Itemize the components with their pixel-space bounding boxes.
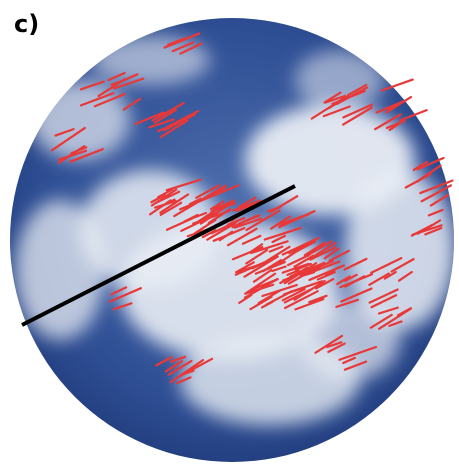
sky-image: c): [0, 0, 459, 465]
panel-label: c): [14, 10, 39, 38]
